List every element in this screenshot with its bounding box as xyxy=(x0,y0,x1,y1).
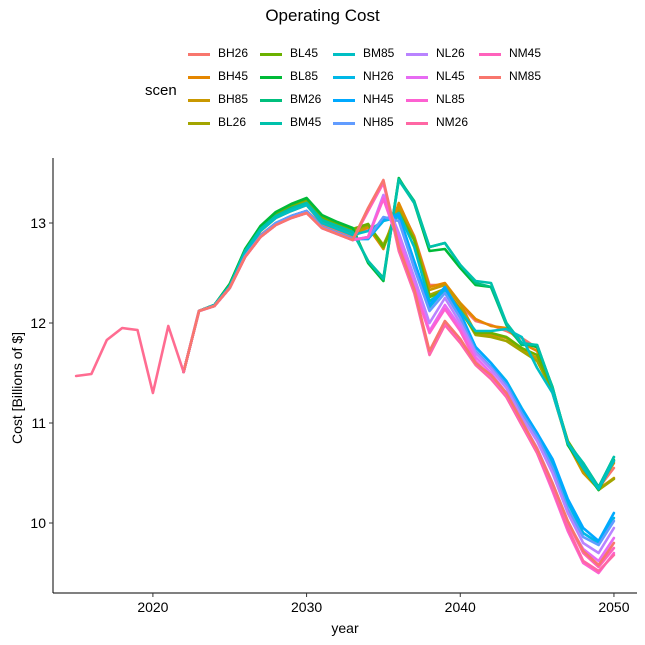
legend-key xyxy=(260,76,282,79)
legend-item-bh85: BH85 xyxy=(188,90,268,112)
series-line-bm26 xyxy=(182,177,616,489)
legend-key xyxy=(188,53,210,56)
legend-label: BL26 xyxy=(218,115,247,129)
x-tick-label: 2040 xyxy=(445,599,476,615)
x-tick-label: 2050 xyxy=(598,599,629,615)
y-tick-label: 13 xyxy=(30,215,46,231)
legend-label: NH26 xyxy=(363,69,394,83)
history-line xyxy=(74,324,185,395)
y-axis-label: Cost [Billions of $] xyxy=(9,331,25,445)
legend-label: BM45 xyxy=(290,115,322,129)
legend-label: BH45 xyxy=(218,69,249,83)
y-tick-label: 10 xyxy=(30,515,46,531)
x-tick-label: 2030 xyxy=(291,599,322,615)
legend-label: BL85 xyxy=(290,69,319,83)
legend-key xyxy=(188,122,210,125)
legend-item-nl26: NL26 xyxy=(406,44,486,66)
series-line-bm85 xyxy=(182,203,616,491)
legend-key xyxy=(406,53,428,56)
legend-label: NL26 xyxy=(436,46,465,60)
legend-label: BM26 xyxy=(290,92,322,106)
legend-label: NM45 xyxy=(509,46,542,60)
legend-label: NH85 xyxy=(363,115,394,129)
legend-label: NM85 xyxy=(509,69,542,83)
legend-label: BH85 xyxy=(218,92,249,106)
legend-label: BL45 xyxy=(290,46,319,60)
legend-key xyxy=(188,76,210,79)
legend-item-bl85: BL85 xyxy=(260,67,340,89)
legend-item-nh85: NH85 xyxy=(333,113,413,135)
legend-item-bm85: BM85 xyxy=(333,44,413,66)
legend-title: scen xyxy=(145,82,177,99)
series-line-nm85 xyxy=(182,178,616,567)
legend-item-nh45: NH45 xyxy=(333,90,413,112)
series-line-bm45 xyxy=(182,178,616,490)
legend-key xyxy=(260,53,282,56)
x-tick-label: 2020 xyxy=(137,599,168,615)
legend-key xyxy=(479,53,501,56)
legend-key xyxy=(479,76,501,79)
legend-item-nl85: NL85 xyxy=(406,90,486,112)
legend-item-bm45: BM45 xyxy=(260,113,340,135)
legend-key xyxy=(333,99,355,102)
legend-key xyxy=(406,99,428,102)
legend-label: NL45 xyxy=(436,69,465,83)
legend-key xyxy=(333,76,355,79)
legend-item-nl45: NL45 xyxy=(406,67,486,89)
legend-key xyxy=(406,76,428,79)
legend-key xyxy=(333,122,355,125)
chart-title: Operating Cost xyxy=(265,6,380,25)
legend-item-bh45: BH45 xyxy=(188,67,268,89)
legend-item-bm26: BM26 xyxy=(260,90,340,112)
legend-label: NH45 xyxy=(363,92,394,106)
legend-key xyxy=(260,99,282,102)
legend-key xyxy=(260,122,282,125)
legend-key xyxy=(333,53,355,56)
legend-label: NL85 xyxy=(436,92,465,106)
x-axis-label: year xyxy=(331,620,359,636)
legend-item-nm26: NM26 xyxy=(406,113,486,135)
legend-item-nm85: NM85 xyxy=(479,67,559,89)
legend-item-nm45: NM45 xyxy=(479,44,559,66)
legend-key xyxy=(188,99,210,102)
legend-item-nh26: NH26 xyxy=(333,67,413,89)
legend-label: BH26 xyxy=(218,46,249,60)
y-tick-label: 12 xyxy=(30,315,46,331)
legend-label: NM26 xyxy=(436,115,469,129)
y-tick-label: 11 xyxy=(31,415,46,431)
legend-key xyxy=(406,122,428,125)
legend-item-bh26: BH26 xyxy=(188,44,268,66)
legend-item-bl26: BL26 xyxy=(188,113,268,135)
legend-item-bl45: BL45 xyxy=(260,44,340,66)
legend-label: BM85 xyxy=(363,46,395,60)
